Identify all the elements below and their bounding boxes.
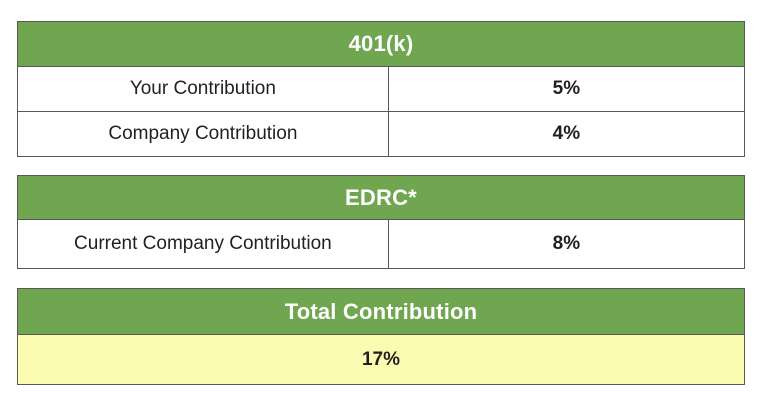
edrc-header-row: EDRC* bbox=[17, 175, 745, 220]
current-company-contribution-label: Current Company Contribution bbox=[17, 219, 389, 269]
total-table-title: Total Contribution bbox=[17, 288, 745, 335]
total-contribution-value: 17% bbox=[17, 334, 745, 385]
total-header-row: Total Contribution bbox=[17, 288, 745, 335]
table-row: 17% bbox=[17, 334, 745, 385]
current-company-contribution-value: 8% bbox=[387, 219, 746, 269]
401k-table: 401(k) Your Contribution 5% Company Cont… bbox=[17, 21, 746, 157]
401k-header-row: 401(k) bbox=[17, 21, 745, 67]
edrc-table-title: EDRC* bbox=[17, 175, 745, 220]
company-contribution-label: Company Contribution bbox=[17, 111, 389, 157]
your-contribution-value: 5% bbox=[387, 66, 746, 112]
table-row: Current Company Contribution 8% bbox=[17, 219, 746, 269]
your-contribution-label: Your Contribution bbox=[17, 66, 389, 112]
edrc-table: EDRC* Current Company Contribution 8% bbox=[17, 175, 746, 269]
table-row: Company Contribution 4% bbox=[17, 111, 746, 157]
company-contribution-value: 4% bbox=[387, 111, 746, 157]
401k-table-title: 401(k) bbox=[17, 21, 745, 67]
total-contribution-table: Total Contribution 17% bbox=[17, 288, 745, 385]
table-row: Your Contribution 5% bbox=[17, 66, 746, 112]
